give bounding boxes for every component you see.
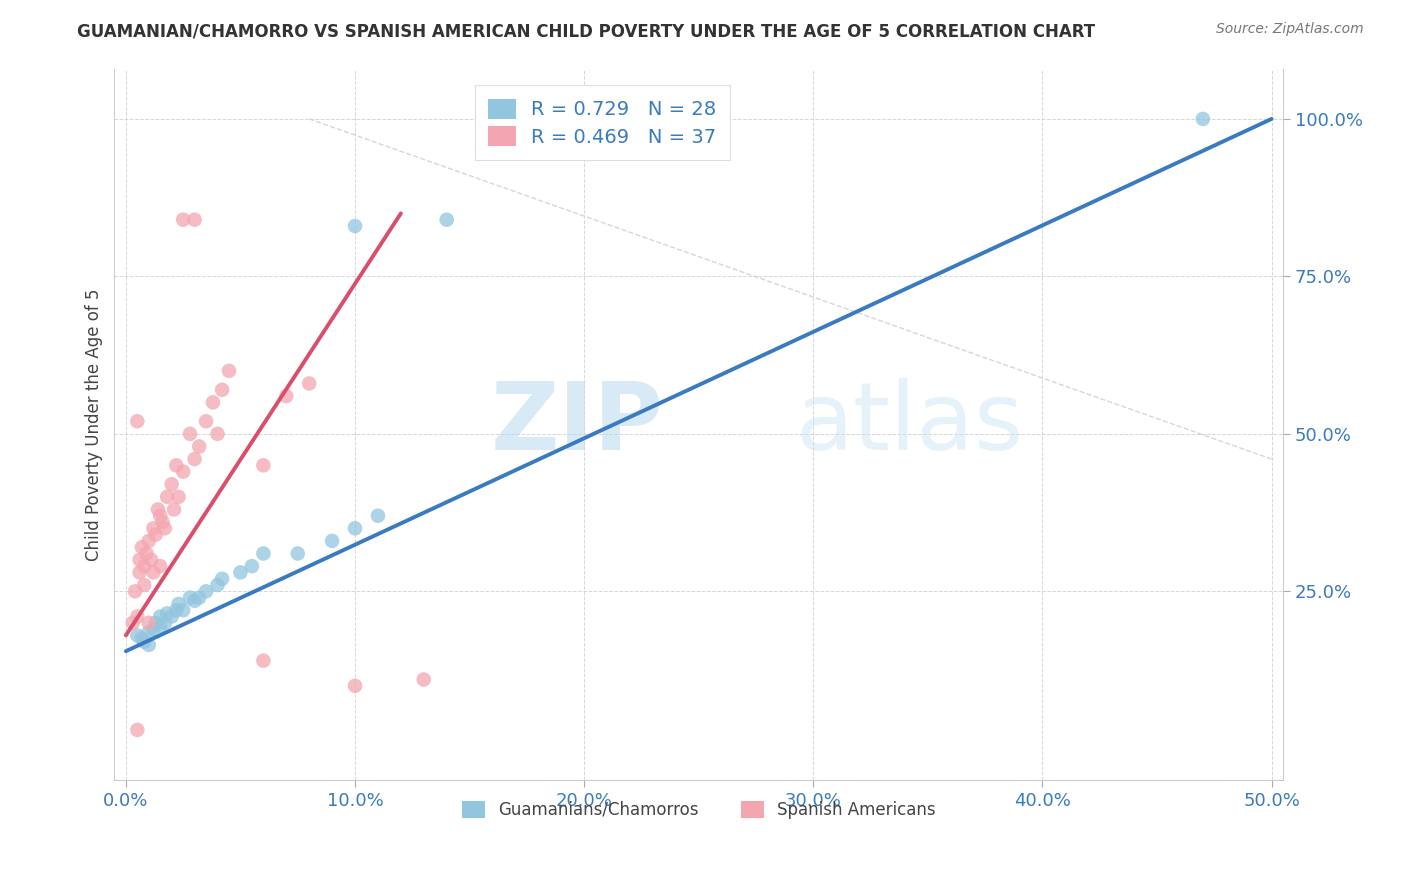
Point [172,212,194,227]
Point [195,414,218,428]
Y-axis label: Child Poverty Under the Age of 5: Child Poverty Under the Age of 5 [86,288,103,561]
Point [156,490,179,504]
Point [167,597,190,611]
Point [121,615,143,630]
Point [124,584,146,599]
Point [188,591,211,605]
Text: ZIP: ZIP [491,378,664,470]
Point [149,609,172,624]
Point [142,566,165,580]
Point [149,619,172,633]
Point [134,559,156,574]
Point [127,723,149,737]
Point [211,572,233,586]
Point [153,521,176,535]
Point [138,638,160,652]
Point [252,654,274,668]
Point [172,603,194,617]
Point [344,219,367,233]
Text: Source: ZipAtlas.com: Source: ZipAtlas.com [1216,22,1364,37]
Point [165,603,187,617]
Point [134,634,156,648]
Point [183,452,205,467]
Point [153,615,176,630]
Point [134,578,156,592]
Point [287,547,309,561]
Point [1192,112,1215,126]
Point [344,521,367,535]
Point [298,376,321,391]
Point [142,521,165,535]
Point [344,679,367,693]
Point [127,628,149,642]
Point [138,615,160,630]
Point [139,553,162,567]
Point [207,426,229,441]
Point [145,615,167,630]
Point [163,502,186,516]
Point [167,490,190,504]
Point [146,502,169,516]
Point [321,533,343,548]
Text: atlas: atlas [794,378,1024,470]
Point [218,364,240,378]
Legend: Guamanians/Chamorros, Spanish Americans: Guamanians/Chamorros, Spanish Americans [456,794,942,825]
Point [172,465,194,479]
Point [127,609,149,624]
Point [128,566,150,580]
Point [211,383,233,397]
Point [179,591,201,605]
Point [142,622,165,636]
Point [160,477,183,491]
Point [128,553,150,567]
Point [183,594,205,608]
Point [252,547,274,561]
Point [135,547,157,561]
Point [179,426,201,441]
Point [183,212,205,227]
Point [240,559,263,574]
Point [412,673,434,687]
Point [201,395,224,409]
Point [276,389,298,403]
Point [152,515,174,529]
Point [138,625,160,640]
Point [207,578,229,592]
Point [229,566,252,580]
Point [138,533,160,548]
Point [149,508,172,523]
Point [436,212,458,227]
Point [188,440,211,454]
Point [131,540,153,554]
Point [252,458,274,473]
Point [156,607,179,621]
Point [165,458,187,473]
Text: GUAMANIAN/CHAMORRO VS SPANISH AMERICAN CHILD POVERTY UNDER THE AGE OF 5 CORRELAT: GUAMANIAN/CHAMORRO VS SPANISH AMERICAN C… [77,22,1095,40]
Point [127,414,149,428]
Point [160,609,183,624]
Point [195,584,218,599]
Point [131,632,153,646]
Point [145,527,167,541]
Point [149,559,172,574]
Point [367,508,389,523]
